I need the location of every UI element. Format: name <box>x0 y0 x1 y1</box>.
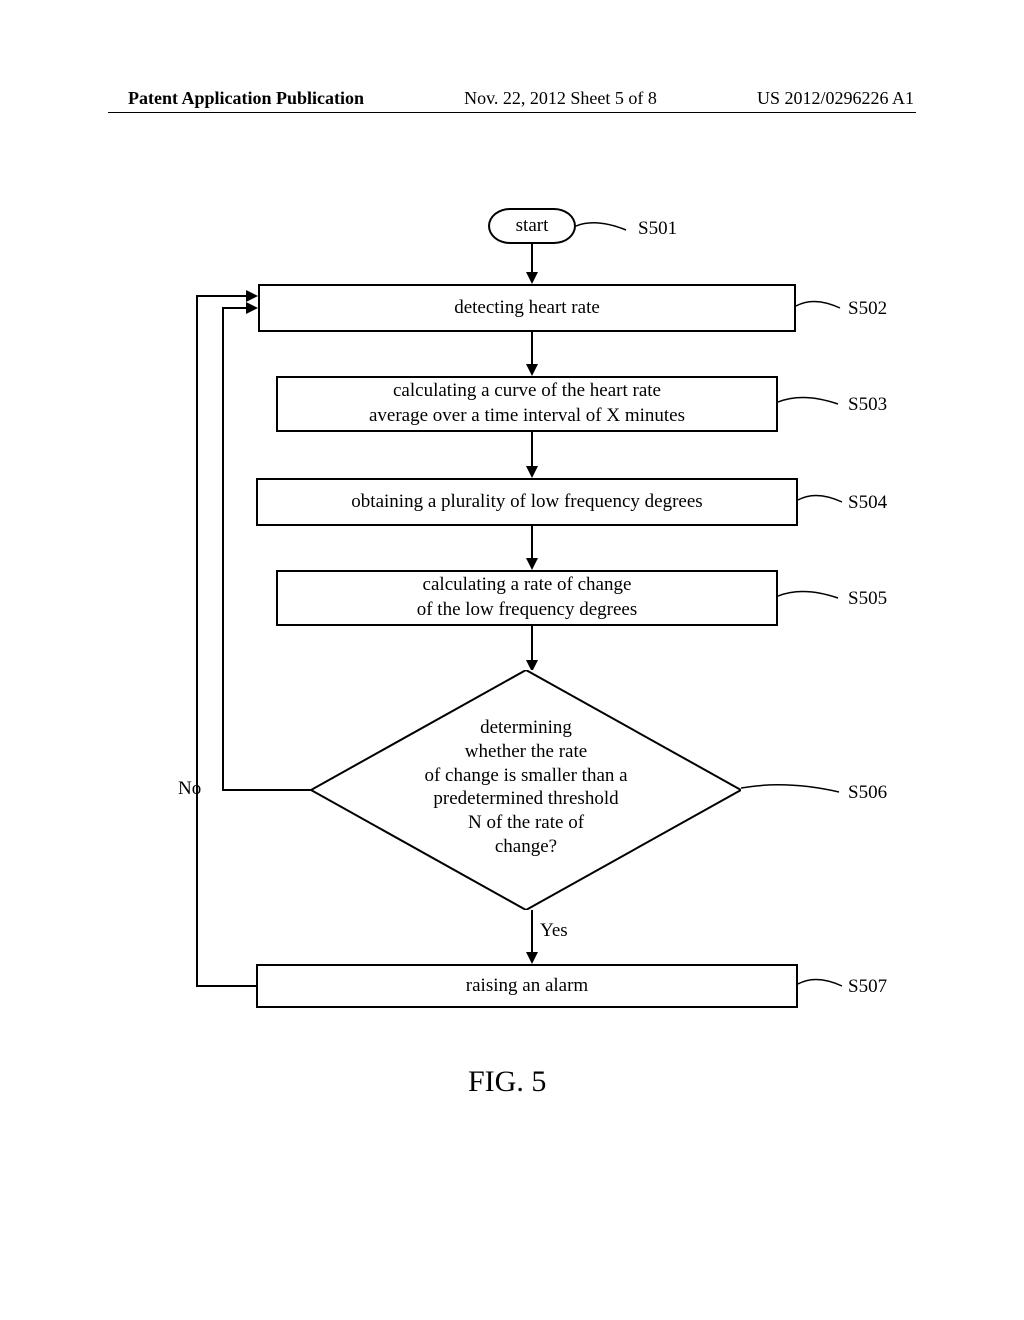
lead-line-s503 <box>778 394 846 410</box>
s505-label: calculating a rate of change of the low … <box>417 573 638 622</box>
lead-line-s506 <box>741 782 847 798</box>
arrowhead-loop <box>246 290 258 302</box>
arrowhead-s502-s503 <box>526 364 538 376</box>
s502-label: detecting heart rate <box>454 296 600 321</box>
loop-line-v <box>196 296 198 987</box>
no-line-h2 <box>222 307 248 309</box>
lead-line-s505 <box>778 588 846 604</box>
arrowhead-no <box>246 302 258 314</box>
start-label: start <box>516 215 549 237</box>
s506-label: determining whether the rate of change i… <box>311 716 741 859</box>
arrow-s505-s506 <box>531 626 533 662</box>
arrowhead-start-s502 <box>526 272 538 284</box>
process-s503: calculating a curve of the heart rate av… <box>276 376 778 432</box>
process-s505: calculating a rate of change of the low … <box>276 570 778 626</box>
arrow-s502-s503 <box>531 332 533 366</box>
process-s504: obtaining a plurality of low frequency d… <box>256 478 798 526</box>
ref-s505: S505 <box>848 588 887 610</box>
arrowhead-s503-s504 <box>526 466 538 478</box>
lead-line-s504 <box>798 492 848 508</box>
s504-label: obtaining a plurality of low frequency d… <box>351 490 702 515</box>
lead-line-s507 <box>798 976 848 992</box>
ref-s506: S506 <box>848 782 887 804</box>
start-node: start <box>488 208 576 244</box>
ref-s502: S502 <box>848 298 887 320</box>
header-right: US 2012/0296226 A1 <box>757 88 914 109</box>
ref-s501: S501 <box>638 218 677 240</box>
no-line-h1 <box>222 789 312 791</box>
arrow-s503-s504 <box>531 432 533 468</box>
s507-label: raising an alarm <box>466 974 588 999</box>
loop-line-h1 <box>196 985 256 987</box>
process-s507: raising an alarm <box>256 964 798 1008</box>
arrowhead-s506-s507 <box>526 952 538 964</box>
header-divider <box>108 112 916 113</box>
header-center: Nov. 22, 2012 Sheet 5 of 8 <box>464 88 657 109</box>
arrow-s506-s507 <box>531 910 533 954</box>
process-s502: detecting heart rate <box>258 284 796 332</box>
s503-label: calculating a curve of the heart rate av… <box>369 379 685 428</box>
figure-caption: FIG. 5 <box>468 1065 546 1099</box>
lead-line-s502 <box>796 298 846 314</box>
header-left: Patent Application Publication <box>128 88 364 109</box>
arrowhead-s504-s505 <box>526 558 538 570</box>
lead-line-s501 <box>576 220 636 236</box>
ref-s504: S504 <box>848 492 887 514</box>
arrow-start-s502 <box>531 244 533 274</box>
ref-s507: S507 <box>848 976 887 998</box>
ref-s503: S503 <box>848 394 887 416</box>
arrow-s504-s505 <box>531 526 533 560</box>
edge-label-yes: Yes <box>540 920 568 942</box>
decision-s506: determining whether the rate of change i… <box>311 670 741 910</box>
no-line-v <box>222 308 224 791</box>
patent-header: Patent Application Publication Nov. 22, … <box>0 88 1024 109</box>
flowchart-diagram: start S501 detecting heart rate S502 cal… <box>108 200 916 1130</box>
loop-line-h2 <box>196 295 248 297</box>
